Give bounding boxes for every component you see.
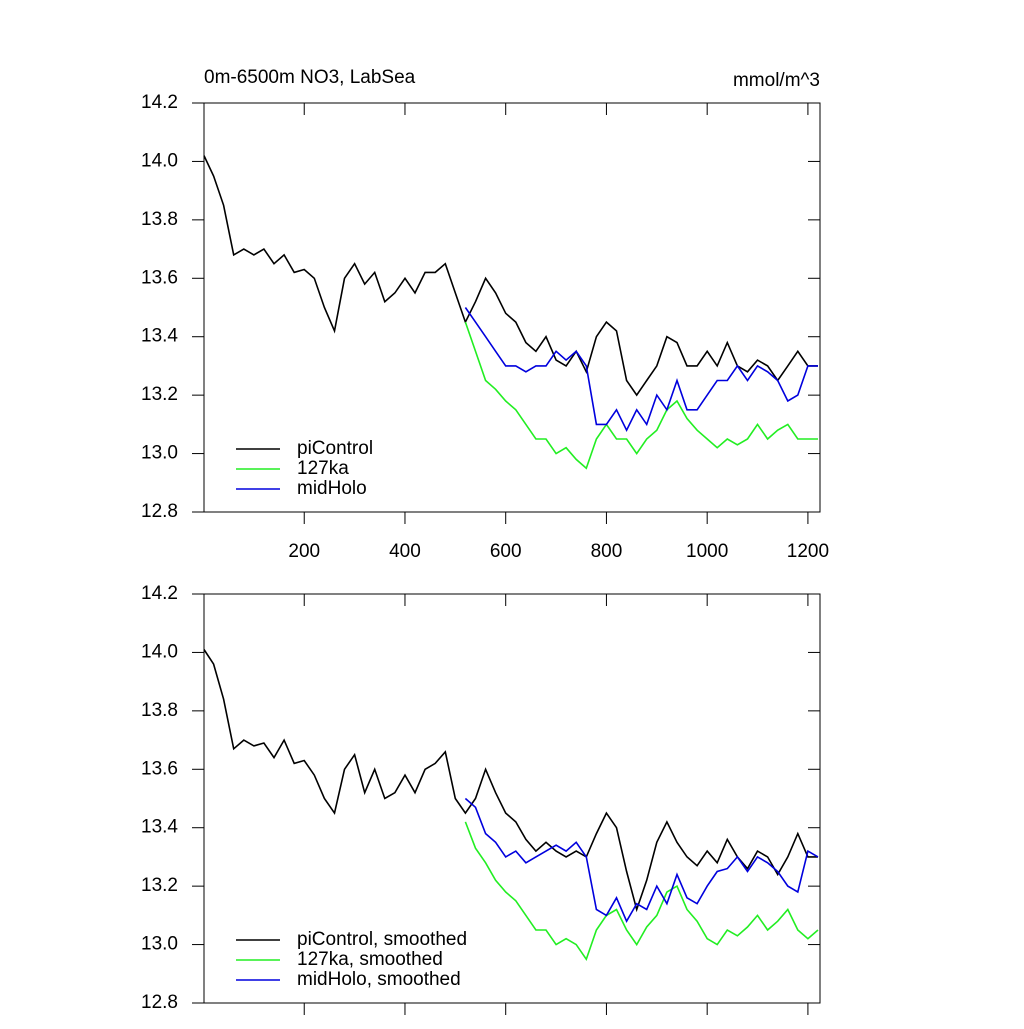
series-line	[464, 321, 818, 470]
y-tick-label: 14.2	[141, 583, 178, 604]
chart-title: 0m-6500m NO3, LabSea	[204, 67, 416, 88]
y-tick-label: 13.2	[141, 875, 178, 896]
legend-label: piControl	[297, 438, 373, 459]
y-tick-label: 12.8	[141, 992, 178, 1013]
series-line	[464, 307, 818, 433]
x-tick-label: 1200	[787, 541, 829, 562]
y-tick-label: 13.0	[141, 934, 178, 955]
legend-label: midHolo, smoothed	[297, 969, 461, 990]
x-tick-label: 800	[591, 541, 623, 562]
legend-label: 127ka, smoothed	[297, 949, 443, 970]
y-tick-label: 13.2	[141, 384, 178, 405]
y-tick-label: 14.0	[141, 641, 178, 662]
series-line	[464, 797, 819, 923]
series-line	[203, 155, 818, 397]
y-tick-label: 13.6	[141, 267, 178, 288]
y-tick-label: 13.4	[141, 326, 178, 347]
y-tick-label: 13.0	[141, 443, 178, 464]
y-tick-label: 13.8	[141, 209, 178, 230]
legend-label: piControl, smoothed	[297, 929, 467, 950]
legend-label: 127ka	[297, 458, 349, 479]
x-tick-label: 400	[389, 541, 421, 562]
x-tick-label: 200	[288, 541, 320, 562]
units-label: mmol/m^3	[733, 70, 820, 91]
plot-frame	[203, 102, 821, 513]
y-tick-label: 14.0	[141, 150, 178, 171]
x-tick-label: 1000	[686, 541, 728, 562]
y-tick-label: 13.4	[141, 817, 178, 838]
series-line	[203, 649, 818, 913]
legend-label: midHolo	[297, 478, 367, 499]
y-tick-label: 14.2	[141, 92, 178, 113]
x-tick-label: 600	[490, 541, 522, 562]
y-tick-label: 13.6	[141, 758, 178, 779]
plot-frame	[203, 593, 821, 1004]
y-tick-label: 13.8	[141, 700, 178, 721]
series-line	[464, 821, 819, 961]
y-tick-label: 12.8	[141, 501, 178, 522]
